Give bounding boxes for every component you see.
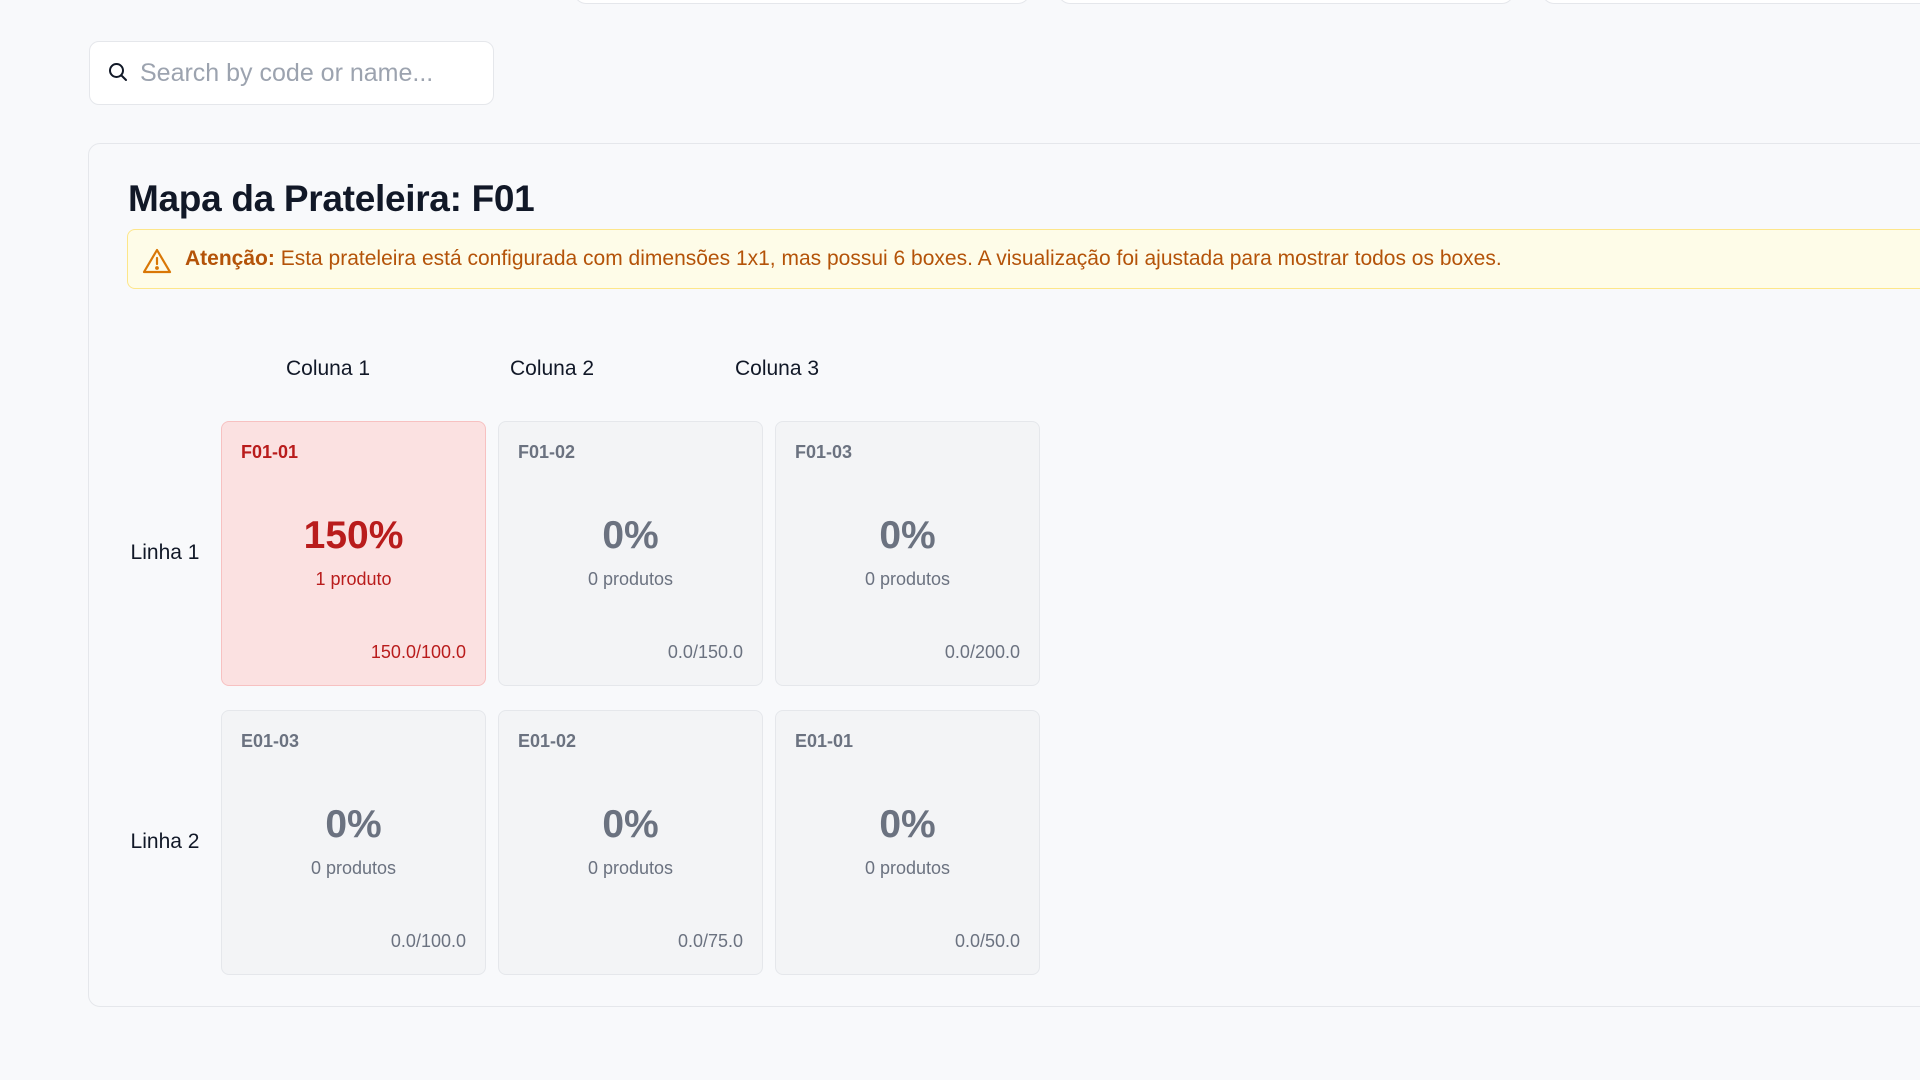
box-product-count: 0 produtos	[310, 858, 397, 878]
box-occupancy-percent: 0%	[879, 803, 936, 846]
box-capacity: 0.0/200.0	[944, 642, 1020, 662]
shelf-map-panel: Mapa da Prateleira: F01 Atenção: Esta pr…	[88, 143, 1920, 1007]
box-capacity: 0.0/150.0	[667, 642, 743, 662]
summary-card	[1542, 0, 1920, 4]
box-product-count: 0 produtos	[864, 858, 951, 878]
box-occupancy-percent: 0%	[325, 803, 382, 846]
top-summary-cards	[0, 0, 1920, 4]
box-code: F01-01	[241, 442, 299, 462]
box-code: F01-02	[518, 442, 576, 462]
storage-box-f01-01[interactable]: F01-01 150% 1 produto 150.0/100.0	[221, 421, 486, 686]
box-product-count: 0 produtos	[587, 858, 674, 878]
summary-card	[574, 0, 1030, 4]
warning-triangle-icon	[142, 248, 172, 274]
box-code: E01-03	[241, 731, 300, 751]
alert-label: Atenção:	[185, 247, 275, 270]
column-header-1: Coluna 1	[285, 357, 371, 380]
box-code: F01-03	[795, 442, 853, 462]
box-capacity: 0.0/75.0	[677, 931, 743, 951]
search-input[interactable]	[140, 42, 480, 104]
page-title: Mapa da Prateleira: F01	[128, 178, 535, 219]
storage-box-e01-01[interactable]: E01-01 0% 0 produtos 0.0/50.0	[775, 710, 1040, 975]
row-header-1: Linha 1	[130, 541, 200, 564]
box-capacity: 0.0/50.0	[954, 931, 1020, 951]
box-product-count: 0 produtos	[864, 569, 951, 589]
storage-box-f01-03[interactable]: F01-03 0% 0 produtos 0.0/200.0	[775, 421, 1040, 686]
search-icon	[109, 63, 127, 81]
dimension-warning-alert: Atenção: Esta prateleira está configurad…	[127, 229, 1920, 289]
box-capacity: 0.0/100.0	[390, 931, 466, 951]
box-product-count: 0 produtos	[587, 569, 674, 589]
box-code: E01-02	[518, 731, 577, 751]
row-header-2: Linha 2	[130, 830, 200, 853]
alert-text: Atenção: Esta prateleira está configurad…	[185, 247, 1502, 271]
box-product-count: 1 produto	[315, 569, 392, 589]
box-code: E01-01	[795, 731, 854, 751]
box-occupancy-percent: 0%	[602, 514, 659, 557]
column-header-3: Coluna 3	[734, 357, 820, 380]
box-occupancy-percent: 0%	[879, 514, 936, 557]
summary-card	[1058, 0, 1514, 4]
search-box[interactable]	[89, 41, 494, 105]
storage-box-e01-03[interactable]: E01-03 0% 0 produtos 0.0/100.0	[221, 710, 486, 975]
column-header-2: Coluna 2	[509, 357, 595, 380]
storage-box-e01-02[interactable]: E01-02 0% 0 produtos 0.0/75.0	[498, 710, 763, 975]
storage-box-f01-02[interactable]: F01-02 0% 0 produtos 0.0/150.0	[498, 421, 763, 686]
box-occupancy-percent: 0%	[602, 803, 659, 846]
alert-message: Esta prateleira está configurada com dim…	[280, 247, 1502, 270]
box-occupancy-percent: 150%	[303, 514, 404, 557]
box-capacity: 150.0/100.0	[370, 642, 466, 662]
